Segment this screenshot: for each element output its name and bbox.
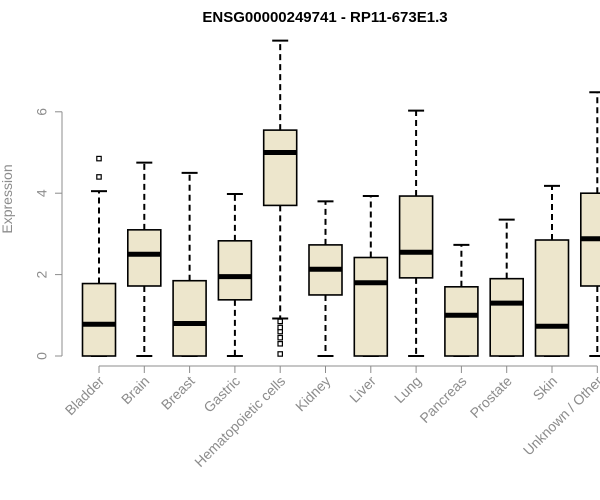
y-tick-label-0: 0 bbox=[34, 352, 50, 360]
outlier-point bbox=[277, 318, 284, 325]
box-1 bbox=[127, 161, 162, 357]
box-10 bbox=[534, 184, 570, 357]
box-8 bbox=[444, 243, 479, 357]
box-iqr bbox=[172, 279, 207, 357]
y-tick-label-1: 2 bbox=[34, 270, 50, 278]
x-tick-label-8: Pancreas bbox=[416, 373, 469, 426]
y-axis: 0 2 4 6 bbox=[34, 108, 63, 360]
x-tick-label-7: Lung bbox=[391, 373, 424, 406]
chart-title: ENSG00000249741 - RP11-673E1.3 bbox=[202, 9, 447, 26]
outlier-point bbox=[277, 334, 284, 341]
x-tick-label-1: Brain bbox=[118, 373, 152, 407]
box-iqr bbox=[81, 282, 117, 357]
y-tick-label-2: 4 bbox=[34, 189, 50, 197]
x-tick-label-9: Prostate bbox=[467, 373, 515, 421]
outlier-point bbox=[277, 324, 284, 331]
box-iqr bbox=[489, 277, 525, 357]
x-tick-label-2: Breast bbox=[158, 373, 198, 413]
box-0 bbox=[81, 155, 117, 357]
x-tick-label-6: Liver bbox=[346, 373, 379, 406]
y-tick-label-3: 6 bbox=[34, 108, 50, 116]
outlier-point bbox=[277, 351, 284, 357]
box-3 bbox=[217, 193, 253, 357]
outlier-point bbox=[277, 340, 284, 347]
x-tick-label-3: Gastric bbox=[200, 373, 243, 416]
box-iqr bbox=[217, 240, 253, 301]
box-4 bbox=[262, 39, 298, 357]
box-9 bbox=[489, 218, 525, 357]
box-iqr bbox=[398, 195, 434, 279]
x-tick-label-5: Kidney bbox=[292, 373, 334, 415]
box-5 bbox=[308, 200, 343, 357]
box-iqr bbox=[444, 286, 479, 357]
box-6 bbox=[353, 195, 389, 357]
x-tick-label-11: Unknown / Other bbox=[520, 373, 600, 459]
box-iqr bbox=[353, 256, 389, 357]
box-iqr bbox=[534, 239, 570, 357]
x-tick-label-0: Bladder bbox=[62, 373, 108, 419]
box-2 bbox=[172, 171, 207, 357]
box-iqr bbox=[127, 229, 162, 287]
box-iqr bbox=[262, 129, 298, 207]
x-tick-label-10: Skin bbox=[530, 373, 561, 404]
box-11 bbox=[579, 91, 600, 357]
outlier-point bbox=[96, 174, 102, 180]
box-7 bbox=[398, 109, 434, 357]
y-axis-label: Expression bbox=[0, 164, 15, 233]
boxes-group bbox=[81, 39, 600, 357]
outlier-point bbox=[96, 155, 102, 162]
